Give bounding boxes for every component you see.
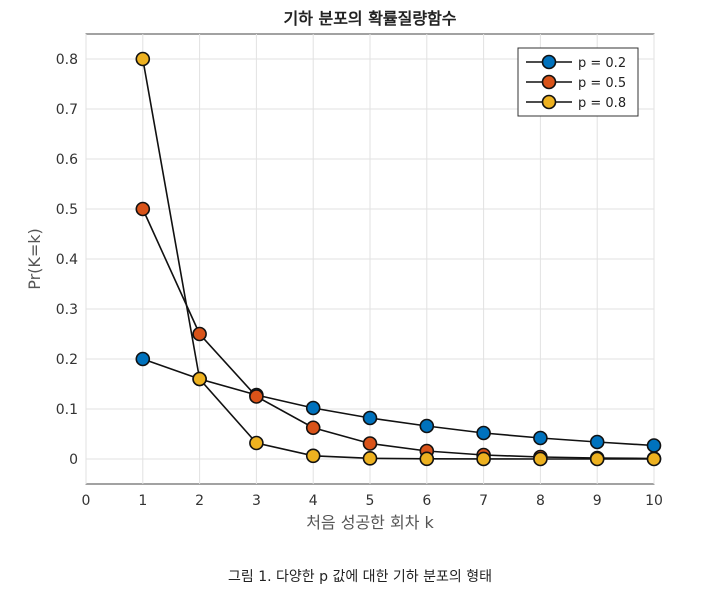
data-point [362, 436, 378, 451]
data-point [419, 451, 435, 467]
data-point [192, 371, 207, 387]
data-point [476, 451, 491, 467]
data-point [305, 448, 321, 464]
series-line [142, 58, 654, 460]
legend-label: p = 0.2 [578, 56, 626, 71]
legend-label: p = 0.5 [578, 76, 626, 91]
data-point [646, 451, 662, 467]
x-axis-label: 처음 성공한 회차 k [306, 513, 434, 532]
x-tick-label: 4 [309, 493, 318, 509]
legend-marker [541, 94, 557, 110]
chart: 기하 분포의 확률질량함수 0 1 2 3 4 5 6 7 8 9 1000.10.20.30.40… [25, 9, 663, 532]
data-point [362, 451, 378, 466]
series-3 [135, 51, 662, 467]
y-tick-label: 0.3 [56, 302, 78, 318]
data-point [419, 418, 435, 434]
y-tick-label: 0.8 [56, 52, 78, 68]
x-tick-label: 8 [536, 493, 545, 509]
chart-title: 기하 분포의 확률질량함수 [283, 9, 456, 28]
y-tick-label: 0.6 [56, 152, 78, 168]
data-point [589, 434, 605, 450]
tick-labels: 0 1 2 3 4 5 6 7 8 9 10 0 0.1 0.2 0.3 0.4 0.5 0.6 0.7 0.8 [56, 52, 663, 509]
x-tick-label: 5 [366, 493, 375, 509]
y-tick-label: 0.2 [56, 352, 78, 368]
x-tick-label: 3 [252, 493, 261, 509]
series-line [142, 208, 655, 460]
x-tick-label: 6 [422, 493, 431, 509]
data-point [533, 451, 548, 467]
x-tick-label: 10 [645, 493, 663, 509]
data-point [192, 326, 207, 342]
legend-label: p = 0.8 [578, 96, 626, 111]
data-point [305, 400, 321, 416]
data-point [589, 451, 605, 467]
x-tick-label: 2 [195, 493, 204, 509]
data-point [305, 420, 321, 436]
data-point [135, 201, 151, 217]
x-tick-label: 1 [138, 493, 147, 509]
x-tick-label: 0 [82, 493, 91, 509]
y-tick-label: 0.4 [56, 252, 78, 268]
x-tick-label: 9 [593, 493, 602, 509]
figure-caption: 그림 1. 다양한 p 값에 대한 기하 분포의 형태 [228, 569, 492, 585]
y-axis-label: Pr(K=k) [25, 228, 44, 290]
legend: p = 0.2 p = 0.5 p = 0.8 [517, 47, 639, 117]
x-tick-label: 7 [479, 493, 488, 509]
series-line [142, 358, 655, 447]
y-tick-label: 0.1 [56, 402, 78, 418]
data-point [533, 430, 548, 446]
legend-marker [541, 54, 557, 70]
series-group [135, 51, 662, 467]
y-tick-label: 0.7 [56, 102, 78, 118]
legend-marker [541, 74, 557, 90]
data-point [249, 435, 264, 451]
data-point [249, 389, 264, 404]
y-tick-label: 0.5 [56, 202, 78, 218]
y-tick-label: 0 [69, 452, 78, 468]
data-point [476, 425, 491, 441]
data-point [135, 51, 151, 67]
data-point [135, 351, 151, 367]
data-point [362, 410, 378, 426]
data-point [646, 438, 662, 453]
